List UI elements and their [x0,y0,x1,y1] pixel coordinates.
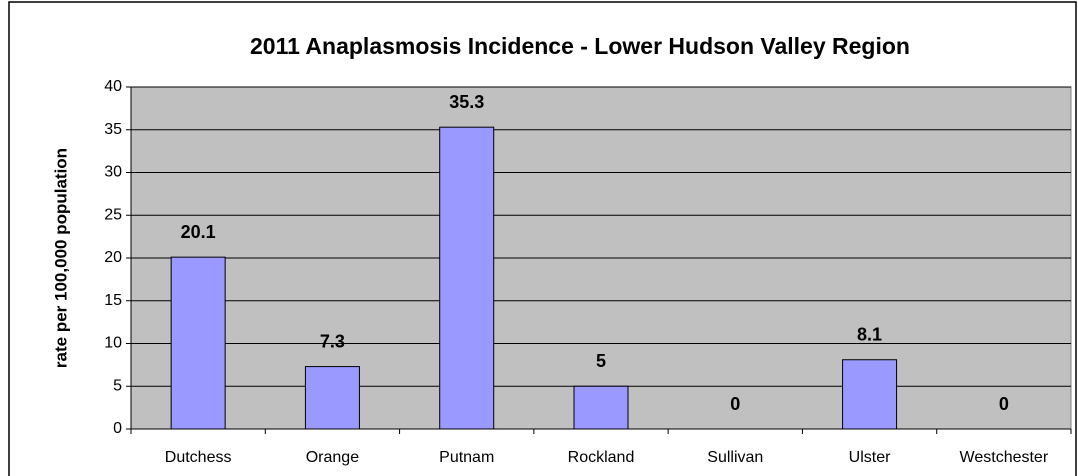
data-label: 35.3 [449,92,484,112]
data-label: 0 [999,394,1009,414]
data-label: 8.1 [857,324,882,344]
data-label: 0 [730,394,740,414]
x-tick-label: Sullivan [707,449,763,466]
y-tick-label: 15 [104,292,122,309]
x-tick-label: Dutchess [165,449,232,466]
y-tick-label: 10 [104,335,122,352]
y-tick-label: 30 [104,164,122,181]
y-tick-label: 0 [113,420,122,437]
x-tick-label: Putnam [439,449,494,466]
y-tick-label: 20 [104,249,122,266]
bar [304,366,360,430]
bar [170,256,226,430]
y-tick-label: 25 [104,206,122,223]
data-label: 20.1 [181,222,216,242]
y-tick-label: 35 [104,121,122,138]
y-axis-label: rate per 100,000 population [51,148,70,368]
x-tick-label: Ulster [849,449,891,466]
bar [842,359,898,430]
x-tick-label: Orange [306,449,359,466]
x-tick-label: Westchester [960,449,1049,466]
chart-title: 2011 Anaplasmosis Incidence - Lower Huds… [250,33,910,59]
bar [439,126,495,430]
y-tick-label: 5 [113,377,122,394]
x-tick-label: Rockland [568,449,635,466]
data-label: 5 [596,351,606,371]
y-tick-label: 40 [104,78,122,95]
data-label: 7.3 [320,331,345,351]
bar [573,385,629,430]
